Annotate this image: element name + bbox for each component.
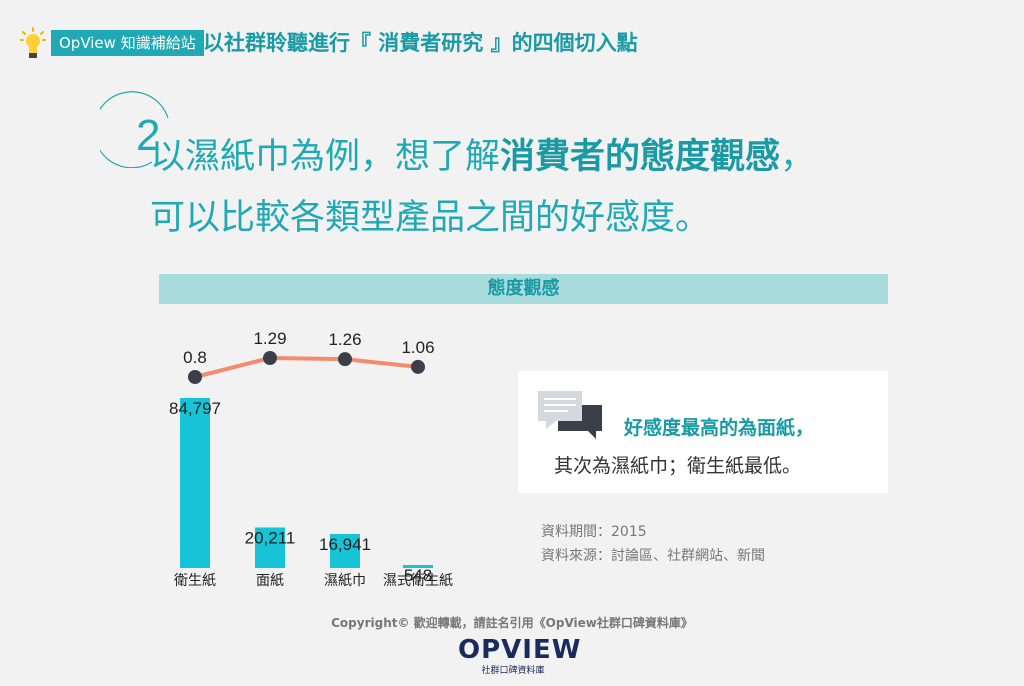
opview-logo: OPVIEW 社群口碑資料庫	[458, 635, 582, 676]
chart-title: 態度觀感	[487, 278, 560, 299]
insight-callout: 好感度最高的為面紙， 其次為濕紙巾；衛生紙最低。	[518, 371, 888, 493]
headline-suffix: ，	[780, 137, 816, 177]
line-value-label: 0.8	[183, 348, 207, 367]
headline-line-1: 以濕紙巾為例，想了解消費者的態度觀感，	[150, 133, 815, 181]
headline-line-2: 可以比較各類型產品之間的好感度。	[150, 198, 711, 238]
logo-wordmark: OPVIEW	[458, 635, 582, 665]
line-point	[411, 359, 425, 374]
bar-value-label: 20,211	[245, 528, 296, 547]
section-number: 2	[136, 111, 160, 160]
bar	[403, 565, 433, 568]
bar	[180, 398, 210, 568]
data-period-note: 資料期間：2015	[541, 524, 647, 540]
line-series	[194, 355, 419, 379]
line-point	[338, 352, 352, 367]
callout-text: 其次為濕紙巾；衛生紙最低。	[554, 455, 802, 477]
line-point	[263, 351, 277, 365]
chart-title-banner: 態度觀感	[159, 274, 888, 304]
category-label: 濕式衛生紙	[383, 573, 453, 589]
headline-emphasis: 消費者的態度觀感	[500, 137, 781, 177]
bar	[330, 534, 360, 568]
data-source-note: 資料來源：討論區、社群網站、新聞	[541, 548, 765, 564]
bar-value-label: 84,797	[169, 399, 221, 418]
category-label: 濕紙巾	[324, 573, 366, 589]
line-value-label: 1.06	[401, 338, 434, 357]
lightbulb-icon	[20, 27, 46, 58]
line-value-label: 1.29	[253, 329, 286, 348]
chat-bubbles-icon	[538, 391, 602, 439]
copyright-text: Copyright© 歡迎轉載，請註名引用《OpView社群口碑資料庫》	[331, 616, 693, 630]
category-label: 面紙	[256, 573, 284, 589]
bar	[255, 527, 285, 568]
page-title: 以社群聆聽進行『 消費者研究 』的四個切入點	[203, 31, 638, 55]
section-number-circle: 2	[100, 91, 169, 168]
callout-highlight: 好感度最高的為面紙，	[624, 417, 815, 439]
logo-subtitle: 社群口碑資料庫	[481, 666, 545, 676]
bar-value-label: 548	[404, 566, 432, 585]
bar-value-label: 16,941	[319, 535, 371, 554]
chart: 84,797 20,211 16,941 548 衛生紙 面紙 濕紙巾 濕式衛生紙 0.8 1.2…	[169, 329, 453, 589]
category-label: 衛生紙	[174, 573, 216, 589]
line-value-label: 1.26	[328, 330, 361, 349]
knowledge-badge: OpView 知識補給站	[51, 30, 204, 56]
line-point	[188, 370, 202, 384]
headline-prefix: 以濕紙巾為例，想了解	[150, 137, 501, 177]
